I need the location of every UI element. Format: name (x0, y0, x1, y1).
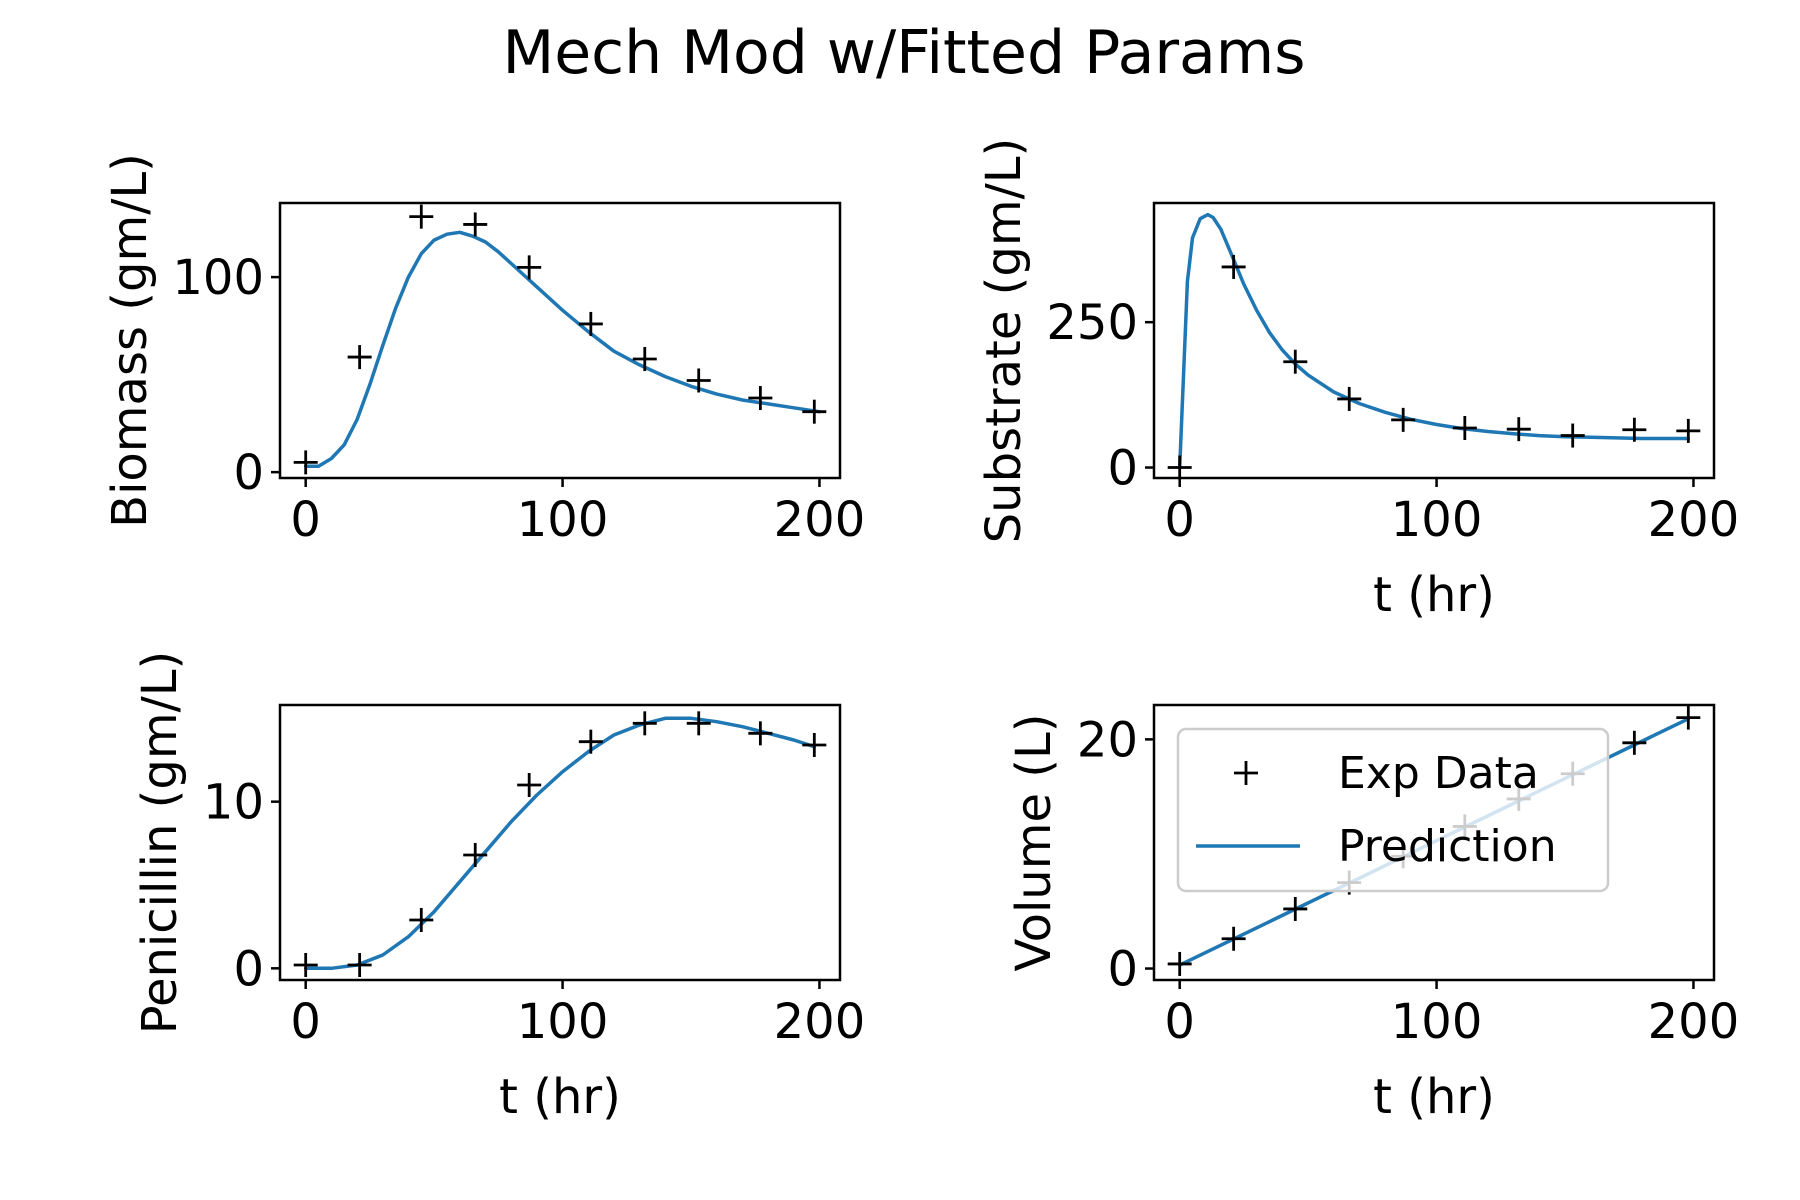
substrate-y-tick-label: 250 (1046, 295, 1138, 351)
legend-entry: Exp Data (1234, 748, 1539, 799)
substrate-x-tick-label: 200 (1648, 492, 1740, 548)
biomass-x-tick-label: 0 (290, 492, 321, 548)
biomass-exp-data-point (463, 212, 488, 237)
substrate-exp-data-point (1391, 407, 1416, 432)
substrate-prediction-line (1177, 212, 1691, 470)
substrate-y-tick-label: 0 (1107, 441, 1138, 497)
biomass-exp-data-point (293, 450, 318, 475)
penicillin-exp-data-point (578, 729, 603, 754)
substrate-exp-data-point (1283, 349, 1308, 374)
biomass-exp-data-point (748, 386, 773, 411)
penicillin-exp-data-point (463, 843, 488, 867)
substrate-x-tick-label: 0 (1164, 492, 1195, 548)
substrate-exp-data-point (1560, 423, 1585, 448)
penicillin-y-tick-label: 10 (203, 775, 264, 831)
substrate-exp-data-point (1167, 455, 1192, 480)
biomass-exp-data-point (802, 399, 827, 424)
biomass-exp-data-point (578, 311, 603, 336)
volume-x-tick-label: 200 (1648, 994, 1740, 1050)
penicillin-exp-data-point (802, 733, 827, 757)
legend-plus-marker-icon (1234, 761, 1258, 785)
volume-x-tick-label: 100 (1391, 994, 1483, 1050)
volume-x-tick-label: 0 (1164, 994, 1195, 1050)
penicillin-axes-frame (278, 703, 842, 982)
biomass-prediction-line (303, 230, 822, 469)
volume-exp-data-point (1283, 896, 1308, 921)
legend-entry: Prediction (1196, 821, 1557, 872)
volume-y-tick-label: 20 (1077, 712, 1138, 768)
penicillin-y-axis-label: Penicillin (gm/L) (132, 651, 188, 1035)
penicillin-x-tick-label: 100 (517, 994, 609, 1050)
biomass-exp-data-point (632, 347, 657, 372)
biomass-y-axis-label: Biomass (gm/L) (102, 153, 158, 528)
substrate-axes-frame (1152, 201, 1716, 480)
penicillin-x-tick-label: 200 (774, 994, 866, 1050)
penicillin-exp-data-point (748, 721, 773, 746)
legend-label: Prediction (1338, 821, 1557, 872)
penicillin-x-axis-label: t (hr) (499, 1069, 621, 1125)
biomass-x-tick-label: 200 (774, 492, 866, 548)
substrate-exp-data-point (1622, 417, 1647, 442)
volume-exp-data-point (1221, 926, 1246, 951)
penicillin-exp-data-point (632, 711, 657, 736)
biomass-exp-data-point (686, 368, 711, 393)
volume-y-tick-label: 0 (1107, 942, 1138, 998)
substrate-x-axis-label: t (hr) (1373, 567, 1495, 623)
substrate-exp-data-point (1676, 418, 1701, 443)
substrate-x-tick-label: 100 (1391, 492, 1483, 548)
penicillin-prediction-line (303, 716, 817, 971)
penicillin-y-tick-label: 0 (233, 941, 264, 997)
substrate-exp-data-point (1221, 254, 1246, 279)
substrate-y-axis-label: Substrate (gm/L) (976, 138, 1032, 544)
biomass-y-tick-label: 0 (233, 445, 264, 501)
biomass-y-tick-label: 100 (172, 250, 264, 306)
penicillin-exp-data-point (293, 953, 318, 977)
penicillin-exp-data-point (517, 773, 542, 797)
biomass-exp-data-point (347, 345, 372, 370)
penicillin-x-tick-label: 0 (290, 994, 321, 1050)
legend-label: Exp Data (1338, 748, 1539, 799)
legend: Exp Data Prediction (1176, 727, 1610, 893)
volume-exp-data-point (1167, 951, 1192, 976)
biomass-x-tick-label: 100 (517, 492, 609, 548)
legend-box (1176, 727, 1610, 893)
volume-y-axis-label: Volume (L) (1006, 714, 1062, 972)
biomass-exp-data-point (409, 204, 434, 229)
penicillin-exp-data-point (686, 711, 711, 736)
substrate-exp-data-point (1452, 416, 1477, 440)
volume-x-axis-label: t (hr) (1373, 1069, 1495, 1125)
volume-axes-frame (1152, 703, 1716, 982)
biomass-exp-data-point (517, 255, 542, 280)
subplot-penicillin: 0 100 200 0 10 Penicillin (gm/L) t (hr) (132, 651, 865, 1125)
figure-title: Mech Mod w/Fitted Params (502, 18, 1305, 88)
biomass-axes-frame (278, 201, 842, 480)
substrate-exp-data-point (1506, 417, 1531, 442)
substrate-exp-data-point (1337, 386, 1362, 411)
penicillin-exp-data-point (409, 908, 434, 932)
volume-exp-data-point (1622, 730, 1647, 755)
volume-exp-data-point (1676, 705, 1701, 730)
penicillin-exp-data-point (347, 953, 372, 977)
